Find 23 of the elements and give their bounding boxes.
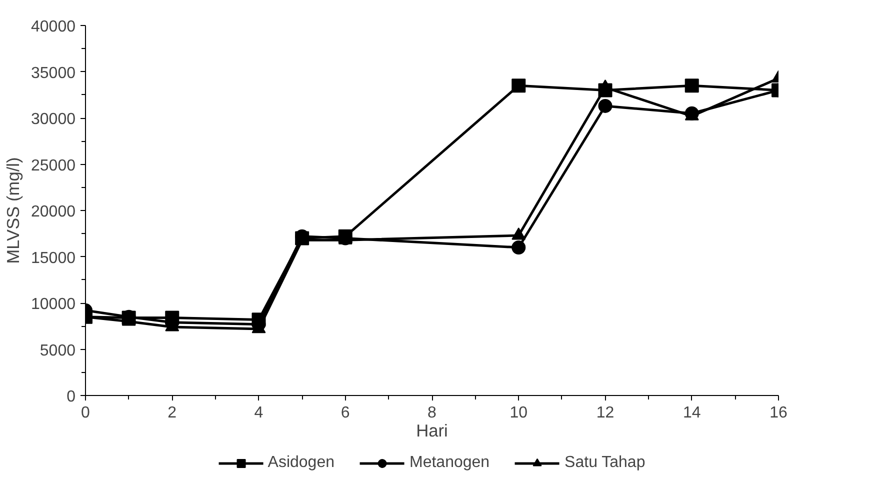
x-tick-label: 14 [682, 404, 701, 422]
y-tick-label: 35000 [31, 64, 76, 82]
y-axis-title: MLVSS (mg/l) [3, 157, 24, 264]
x-tick-label: 16 [770, 404, 788, 422]
y-tick-label: 0 [66, 388, 76, 406]
y-tick-label: 40000 [31, 18, 76, 36]
x-tick-label: 10 [510, 404, 528, 422]
x-tick-label: 4 [254, 404, 264, 422]
y-tick-label: 15000 [31, 250, 76, 267]
y-tick-label: 20000 [31, 204, 76, 220]
y-tick-label: 5000 [40, 342, 76, 360]
x-tick-label: 0 [81, 404, 90, 422]
x-axis-title: Hari [416, 420, 448, 440]
y-tick-label: 10000 [31, 296, 76, 313]
y-tick-label: 25000 [31, 157, 76, 174]
x-tick-label: 12 [596, 404, 614, 422]
y-tick-label: 30000 [31, 111, 76, 128]
legend-label: Metanogen [409, 454, 490, 472]
legend-label: Satu Tahap [564, 454, 646, 472]
legend-label: Asidogen [268, 454, 334, 472]
x-tick-label: 8 [428, 404, 437, 422]
x-tick-label: 2 [168, 404, 177, 422]
x-tick-label: 6 [340, 404, 350, 422]
